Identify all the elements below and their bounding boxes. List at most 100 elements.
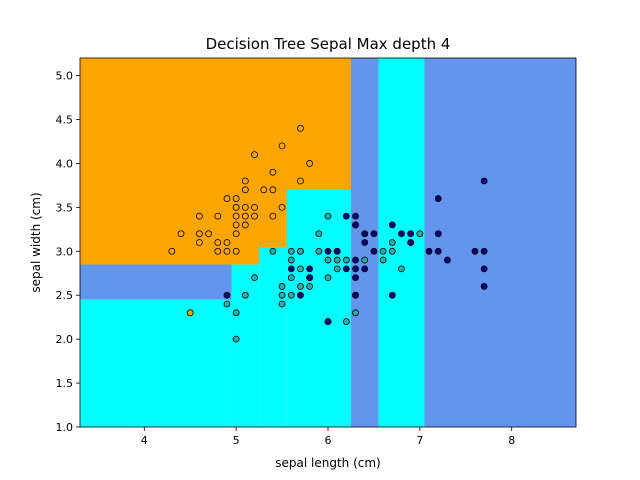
point-virginica <box>333 247 341 255</box>
point-versicolor <box>278 291 286 299</box>
x-tick-label: 8 <box>508 434 515 447</box>
point-setosa <box>297 124 304 132</box>
point-versicolor <box>287 274 295 282</box>
point-versicolor <box>379 256 387 264</box>
point-setosa <box>251 151 258 159</box>
point-virginica <box>324 318 332 325</box>
point-versicolor <box>342 256 350 264</box>
region-virginica <box>424 58 576 427</box>
point-setosa <box>214 239 222 246</box>
point-virginica <box>352 212 359 220</box>
point-versicolor <box>297 283 304 290</box>
point-setosa <box>269 168 277 176</box>
region-versicolor <box>80 299 232 427</box>
point-virginica <box>480 247 488 255</box>
point-setosa <box>241 177 249 185</box>
point-versicolor <box>278 300 286 308</box>
point-setosa <box>186 309 194 317</box>
y-tick-label: 3.5 <box>56 201 74 214</box>
point-virginica <box>361 265 369 273</box>
point-virginica <box>352 221 359 229</box>
y-tick-label: 4.5 <box>56 114 74 127</box>
point-versicolor <box>379 247 387 255</box>
point-virginica <box>480 177 488 185</box>
point-setosa <box>306 160 314 167</box>
point-versicolor <box>241 291 249 299</box>
point-virginica <box>407 230 415 238</box>
point-virginica <box>324 247 332 255</box>
y-tick-label: 4.0 <box>56 157 74 170</box>
point-versicolor <box>361 256 369 264</box>
point-versicolor <box>287 256 295 264</box>
point-versicolor <box>232 309 240 317</box>
point-virginica <box>425 247 433 255</box>
region-virginica <box>80 264 232 300</box>
point-virginica <box>223 291 231 299</box>
point-virginica <box>388 221 396 229</box>
chart-title: Decision Tree Sepal Max depth 4 <box>206 35 451 53</box>
point-setosa <box>278 142 286 150</box>
point-virginica <box>370 230 378 238</box>
point-versicolor <box>324 274 332 282</box>
point-setosa <box>241 186 249 194</box>
point-versicolor <box>416 230 424 238</box>
point-setosa <box>278 203 286 211</box>
region-versicolor <box>231 264 260 427</box>
point-virginica <box>480 283 488 290</box>
point-virginica <box>352 256 359 264</box>
point-virginica <box>444 256 451 264</box>
x-axis-ticks: 4 5 6 7 8 <box>141 427 515 447</box>
point-virginica <box>361 239 369 246</box>
point-virginica <box>287 265 295 273</box>
point-virginica <box>352 291 359 299</box>
point-versicolor <box>333 265 341 273</box>
decision-regions <box>80 58 576 427</box>
point-setosa <box>232 195 240 202</box>
point-setosa <box>168 247 176 255</box>
point-versicolor <box>324 212 332 220</box>
point-versicolor <box>278 283 286 290</box>
point-setosa <box>269 186 277 194</box>
point-virginica <box>388 291 396 299</box>
point-setosa <box>232 212 240 220</box>
scatter-points <box>168 124 488 343</box>
y-tick-label: 2.0 <box>56 333 74 346</box>
point-setosa <box>269 212 277 220</box>
point-virginica <box>352 274 359 282</box>
point-versicolor <box>287 247 295 255</box>
point-setosa <box>232 203 240 211</box>
point-virginica <box>434 195 442 202</box>
point-versicolor <box>342 318 350 325</box>
point-virginica <box>306 274 314 282</box>
y-axis-ticks: 1.0 1.5 2.0 2.5 3.0 3.5 4.0 4.5 5.0 <box>56 70 80 434</box>
point-versicolor <box>251 274 258 282</box>
region-versicolor <box>259 246 287 427</box>
point-virginica <box>342 212 350 220</box>
point-versicolor <box>324 256 332 264</box>
point-versicolor <box>269 247 277 255</box>
point-setosa <box>177 230 185 238</box>
x-tick-label: 7 <box>416 434 423 447</box>
point-setosa <box>232 221 240 229</box>
region-versicolor <box>286 189 351 427</box>
point-setosa <box>223 195 231 202</box>
point-setosa <box>196 239 203 246</box>
point-virginica <box>352 265 359 273</box>
point-setosa <box>297 177 304 185</box>
point-virginica <box>434 230 442 238</box>
point-setosa <box>205 230 212 238</box>
point-setosa <box>223 247 231 255</box>
region-versicolor <box>378 58 425 427</box>
point-versicolor <box>352 309 359 317</box>
point-virginica <box>361 230 369 238</box>
y-tick-label: 1.0 <box>56 421 74 434</box>
point-virginica <box>407 239 415 246</box>
point-versicolor <box>315 230 323 238</box>
point-setosa <box>196 212 203 220</box>
y-tick-label: 2.5 <box>56 289 74 302</box>
y-tick-label: 1.5 <box>56 377 74 390</box>
point-virginica <box>370 247 378 255</box>
point-virginica <box>342 265 350 273</box>
point-versicolor <box>297 247 304 255</box>
